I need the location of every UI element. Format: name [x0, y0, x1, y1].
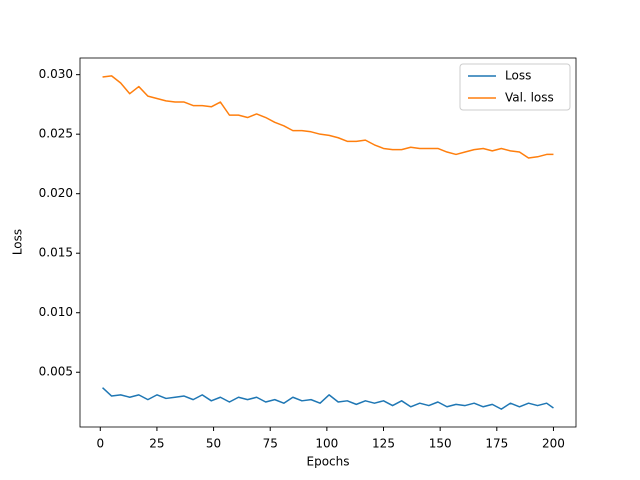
y-tick-label: 0.030: [39, 67, 73, 81]
x-axis-label: Epochs: [307, 455, 350, 469]
x-tick-label: 75: [263, 437, 278, 451]
y-tick-label: 0.010: [39, 305, 73, 319]
legend-label: Loss: [505, 69, 531, 83]
x-tick-label: 125: [372, 437, 395, 451]
x-tick-label: 200: [542, 437, 565, 451]
series-line: [102, 75, 554, 159]
y-tick-label: 0.015: [39, 246, 73, 260]
x-tick-label: 150: [429, 437, 452, 451]
x-tick-label: 100: [315, 437, 338, 451]
x-tick-label: 175: [485, 437, 508, 451]
x-tick-label: 0: [96, 437, 104, 451]
x-tick-label: 25: [149, 437, 164, 451]
x-tick-label: 50: [206, 437, 221, 451]
y-tick-label: 0.025: [39, 127, 73, 141]
y-axis-label: Loss: [11, 229, 25, 255]
y-tick-label: 0.020: [39, 186, 73, 200]
y-tick-label: 0.005: [39, 365, 73, 379]
axes-frame: [79, 57, 577, 428]
legend-label: Val. loss: [505, 91, 554, 105]
series-line: [102, 387, 554, 410]
